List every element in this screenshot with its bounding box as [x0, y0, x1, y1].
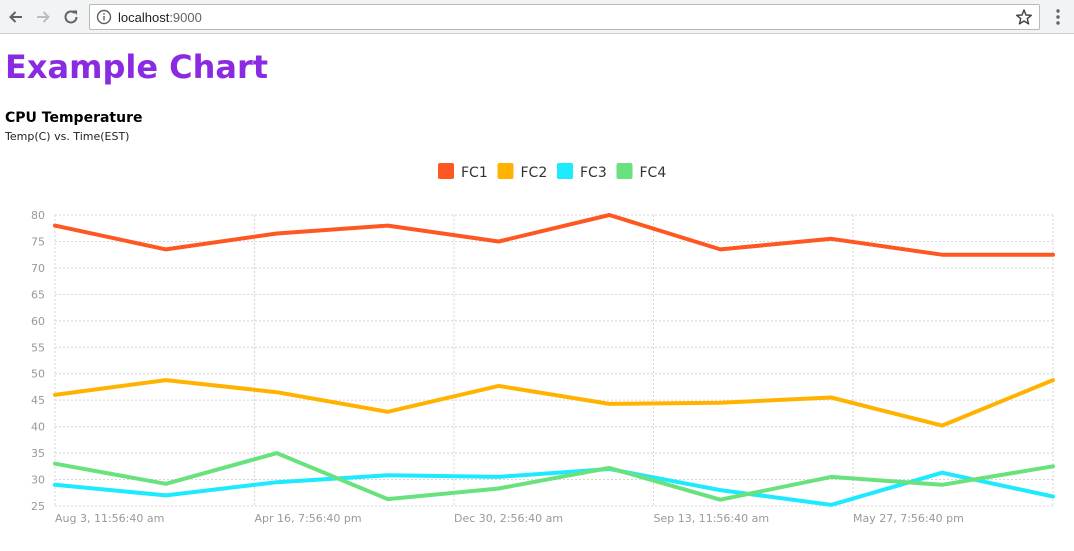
x-tick-label: May 27, 7:56:40 pm [853, 512, 964, 525]
y-tick-label: 70 [31, 262, 45, 275]
more-menu-icon[interactable] [1050, 8, 1066, 26]
browser-toolbar: localhost:9000 [0, 0, 1074, 34]
x-tick-label: Dec 30, 2:56:40 am [454, 512, 563, 525]
y-axis-ticks: 25 30 35 40 45 50 55 60 65 70 75 80 [31, 209, 45, 513]
arrow-left-icon [9, 11, 22, 23]
y-tick-label: 45 [31, 394, 45, 407]
y-tick-label: 35 [31, 447, 45, 460]
forward-button[interactable] [33, 7, 53, 27]
reload-icon [64, 10, 78, 24]
url-text: localhost:9000 [118, 10, 202, 25]
y-tick-label: 50 [31, 368, 45, 381]
y-tick-label: 75 [31, 235, 45, 248]
legend-label-fc2[interactable]: FC2 [521, 165, 548, 181]
y-tick-label: 30 [31, 474, 45, 487]
arrow-right-icon [37, 11, 50, 23]
legend: FC1 FC2 FC3 FC4 [438, 163, 666, 181]
reload-button[interactable] [61, 7, 81, 27]
legend-label-fc3[interactable]: FC3 [580, 165, 607, 181]
y-tick-label: 80 [31, 209, 45, 222]
line-chart: 25 30 35 40 45 50 55 60 65 70 75 80 Aug 3, 11:56:40… [31, 163, 1055, 525]
grid [54, 214, 1054, 507]
y-tick-label: 65 [31, 288, 45, 301]
info-icon[interactable] [96, 9, 112, 25]
x-tick-label: Aug 3, 11:56:40 am [55, 512, 164, 525]
legend-label-fc4[interactable]: FC4 [640, 165, 667, 181]
url-port: :9000 [169, 10, 202, 25]
chart-title: CPU Temperature [5, 110, 143, 126]
legend-swatch-fc1[interactable] [438, 163, 454, 179]
y-tick-label: 60 [31, 315, 45, 328]
x-tick-label: Apr 16, 7:56:40 pm [255, 512, 362, 525]
legend-swatch-fc2[interactable] [497, 163, 514, 179]
url-host: localhost [118, 10, 170, 25]
y-tick-label: 40 [31, 421, 45, 434]
chart-subtitle: Temp(C) vs. Time(EST) [5, 130, 130, 143]
x-tick-label: Sep 13, 11:56:40 am [654, 512, 770, 525]
x-axis-ticks: Aug 3, 11:56:40 am Apr 16, 7:56:40 pm Dec … [55, 512, 964, 525]
y-tick-label: 55 [31, 341, 45, 354]
legend-swatch-fc4[interactable] [616, 163, 633, 179]
series-lines [53, 213, 1055, 507]
legend-label-fc1[interactable]: FC1 [461, 165, 488, 181]
y-tick-label: 25 [31, 500, 45, 513]
page-title: Example Chart [5, 48, 269, 86]
back-button[interactable] [6, 7, 26, 27]
address-bar[interactable]: localhost:9000 [89, 4, 1040, 30]
bookmark-star-icon[interactable] [1015, 8, 1033, 26]
series-line-fc1[interactable] [53, 213, 1055, 257]
series-line-fc3[interactable] [53, 467, 1055, 507]
legend-swatch-fc3[interactable] [557, 163, 573, 179]
series-line-fc2[interactable] [53, 378, 1055, 428]
series-line-fc4[interactable] [53, 451, 1055, 502]
